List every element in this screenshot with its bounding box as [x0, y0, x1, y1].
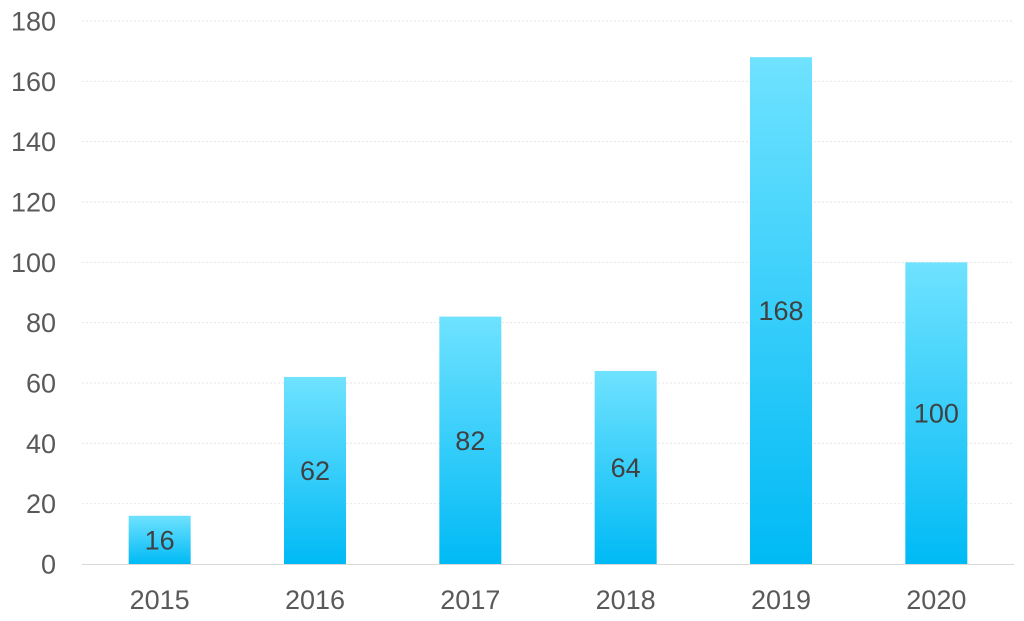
data-labels: 16 62 82 64 168 100 — [145, 296, 959, 555]
y-tick-label: 80 — [26, 308, 56, 338]
data-label-2015: 16 — [145, 525, 175, 555]
data-label-2020: 100 — [914, 399, 959, 429]
y-tick-label: 40 — [26, 429, 56, 459]
y-tick-label: 20 — [26, 489, 56, 519]
y-tick-label: 60 — [26, 369, 56, 399]
bar-2015 — [128, 515, 191, 564]
bar-2017 — [439, 316, 502, 564]
y-tick-label: 100 — [11, 248, 56, 278]
y-tick-label: 180 — [11, 7, 56, 37]
data-label-2017: 82 — [455, 426, 485, 456]
gridlines — [82, 20, 1014, 505]
bar-2018 — [594, 370, 657, 564]
y-tick-label: 160 — [11, 67, 56, 97]
x-tick-label-2015: 2015 — [130, 585, 190, 615]
data-label-2019: 168 — [758, 296, 803, 326]
y-axis-tick-labels: 0 20 40 60 80 100 120 140 160 180 — [11, 7, 56, 580]
data-label-2018: 64 — [611, 453, 641, 483]
x-tick-label-2018: 2018 — [596, 585, 656, 615]
y-tick-label: 120 — [11, 188, 56, 218]
x-tick-label-2017: 2017 — [440, 585, 500, 615]
y-tick-label: 140 — [11, 127, 56, 157]
y-tick-label: 0 — [41, 550, 56, 580]
bars — [128, 57, 968, 564]
data-label-2016: 62 — [300, 456, 330, 486]
bar-2019 — [750, 57, 812, 564]
x-tick-label-2019: 2019 — [751, 585, 811, 615]
x-tick-label-2016: 2016 — [285, 585, 345, 615]
bar-2016 — [284, 376, 346, 564]
x-tick-label-2020: 2020 — [906, 585, 966, 615]
x-axis-tick-labels: 2015 2016 2017 2018 2019 2020 — [130, 585, 967, 615]
bar-2020 — [905, 262, 968, 564]
